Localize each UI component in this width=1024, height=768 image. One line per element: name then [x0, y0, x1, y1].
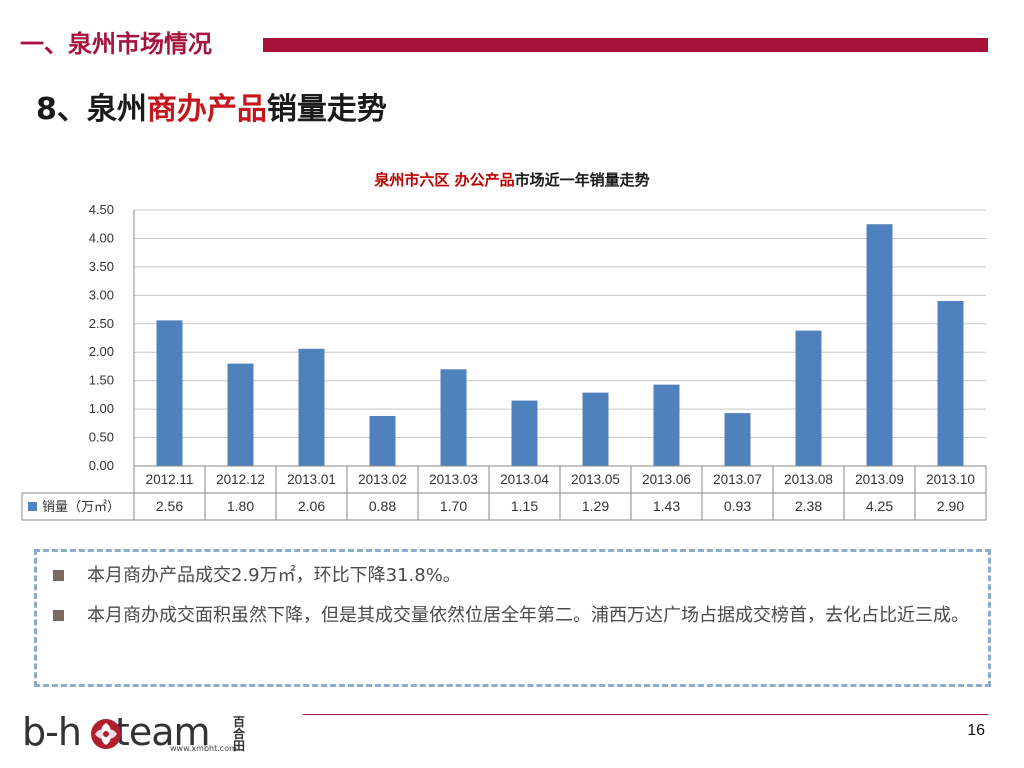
- slide-title: 8、泉州商办产品销量走势: [36, 84, 387, 128]
- bar: [724, 413, 751, 466]
- bar: [511, 400, 538, 466]
- y-tick-label: 3.00: [89, 287, 114, 302]
- y-tick-label: 2.00: [89, 344, 114, 359]
- bar: [795, 330, 822, 466]
- data-table-value: 2.56: [156, 498, 183, 514]
- logo-wordmark: b-h team: [22, 710, 211, 754]
- data-table-value: 1.70: [440, 498, 467, 514]
- x-category-label: 2013.08: [784, 472, 833, 487]
- bar: [653, 384, 680, 466]
- x-category-label: 2013.05: [571, 472, 620, 487]
- chart-title-red: 泉州市六区 办公产品: [374, 171, 515, 189]
- logo-url: www.xmbht.com: [170, 744, 237, 753]
- bar: [937, 301, 964, 466]
- legend-label: 销量（万㎡）: [42, 499, 120, 514]
- page-number: 16: [967, 722, 985, 739]
- bar: [369, 415, 396, 466]
- data-table-value: 4.25: [866, 498, 893, 514]
- data-table-value: 0.93: [724, 498, 751, 514]
- x-category-label: 2013.07: [713, 472, 762, 487]
- footer-line: [303, 714, 988, 715]
- y-tick-label: 1.50: [89, 373, 114, 388]
- bar: [156, 320, 183, 466]
- bar: [227, 363, 254, 466]
- y-tick-label: 4.50: [89, 202, 114, 217]
- notes-box: 本月商办产品成交2.9万㎡，环比下降31.8%。 本月商办成交面积虽然下降，但是…: [34, 549, 991, 687]
- data-table-value: 1.15: [511, 498, 538, 514]
- bar: [298, 348, 325, 466]
- x-category-label: 2013.03: [429, 472, 478, 487]
- bar: [866, 224, 893, 466]
- x-category-label: 2013.06: [642, 472, 691, 487]
- data-table-value: 0.88: [369, 498, 396, 514]
- x-category-label: 2013.01: [287, 472, 336, 487]
- y-tick-label: 0.50: [89, 430, 114, 445]
- y-tick-label: 0.00: [89, 458, 114, 473]
- data-table-value: 2.90: [937, 498, 964, 514]
- data-table-value: 1.29: [582, 498, 609, 514]
- y-tick-label: 1.00: [89, 401, 114, 416]
- section-title: 一、泉州市场情况: [20, 30, 212, 58]
- square-bullet-icon: [53, 570, 64, 581]
- note-text-2: 本月商办成交面积虽然下降，但是其成交量依然位居全年第二。浦西万达广场占据成交榜首…: [87, 605, 969, 626]
- x-category-label: 2013.09: [855, 472, 904, 487]
- data-table-value: 2.06: [298, 498, 325, 514]
- x-category-label: 2012.11: [146, 472, 194, 487]
- y-tick-label: 4.00: [89, 230, 114, 245]
- x-category-label: 2013.02: [358, 472, 407, 487]
- slide-title-highlight: 商办产品: [146, 92, 267, 127]
- logo-chinese: 百合田: [233, 715, 246, 753]
- x-category-label: 2013.04: [500, 472, 549, 487]
- data-table-value: 2.38: [795, 498, 822, 514]
- note-text-1: 本月商办产品成交2.9万㎡，环比下降31.8%。: [87, 565, 461, 586]
- chart-title: 泉州市六区 办公产品市场近一年销量走势: [0, 169, 1024, 190]
- bar: [440, 369, 467, 466]
- data-table-value: 1.43: [653, 498, 680, 514]
- bar-chart: 0.00 0.50 1.00 1.50 2.00 2.50 3.00 3.50 4.00 4.50…: [21, 202, 987, 521]
- legend-swatch: [28, 502, 37, 511]
- company-logo: b-h team 百合田 www.xmbht.com: [22, 708, 262, 756]
- chart-title-black: 市场近一年销量走势: [514, 171, 650, 189]
- slide-title-prefix: 8、泉州: [36, 92, 147, 127]
- note-item: 本月商办成交面积虽然下降，但是其成交量依然位居全年第二。浦西万达广场占据成交榜首…: [51, 596, 974, 636]
- x-category-label: 2012.12: [216, 472, 265, 487]
- header-bar: [263, 38, 988, 52]
- note-item: 本月商办产品成交2.9万㎡，环比下降31.8%。: [51, 556, 974, 596]
- x-category-label: 2013.10: [926, 472, 975, 487]
- y-tick-label: 3.50: [89, 259, 114, 274]
- flower-icon: [91, 719, 121, 749]
- data-table-value: 1.80: [227, 498, 254, 514]
- slide-title-suffix: 销量走势: [266, 92, 387, 127]
- y-tick-label: 2.50: [89, 316, 114, 331]
- bar: [582, 392, 609, 466]
- square-bullet-icon: [53, 610, 64, 621]
